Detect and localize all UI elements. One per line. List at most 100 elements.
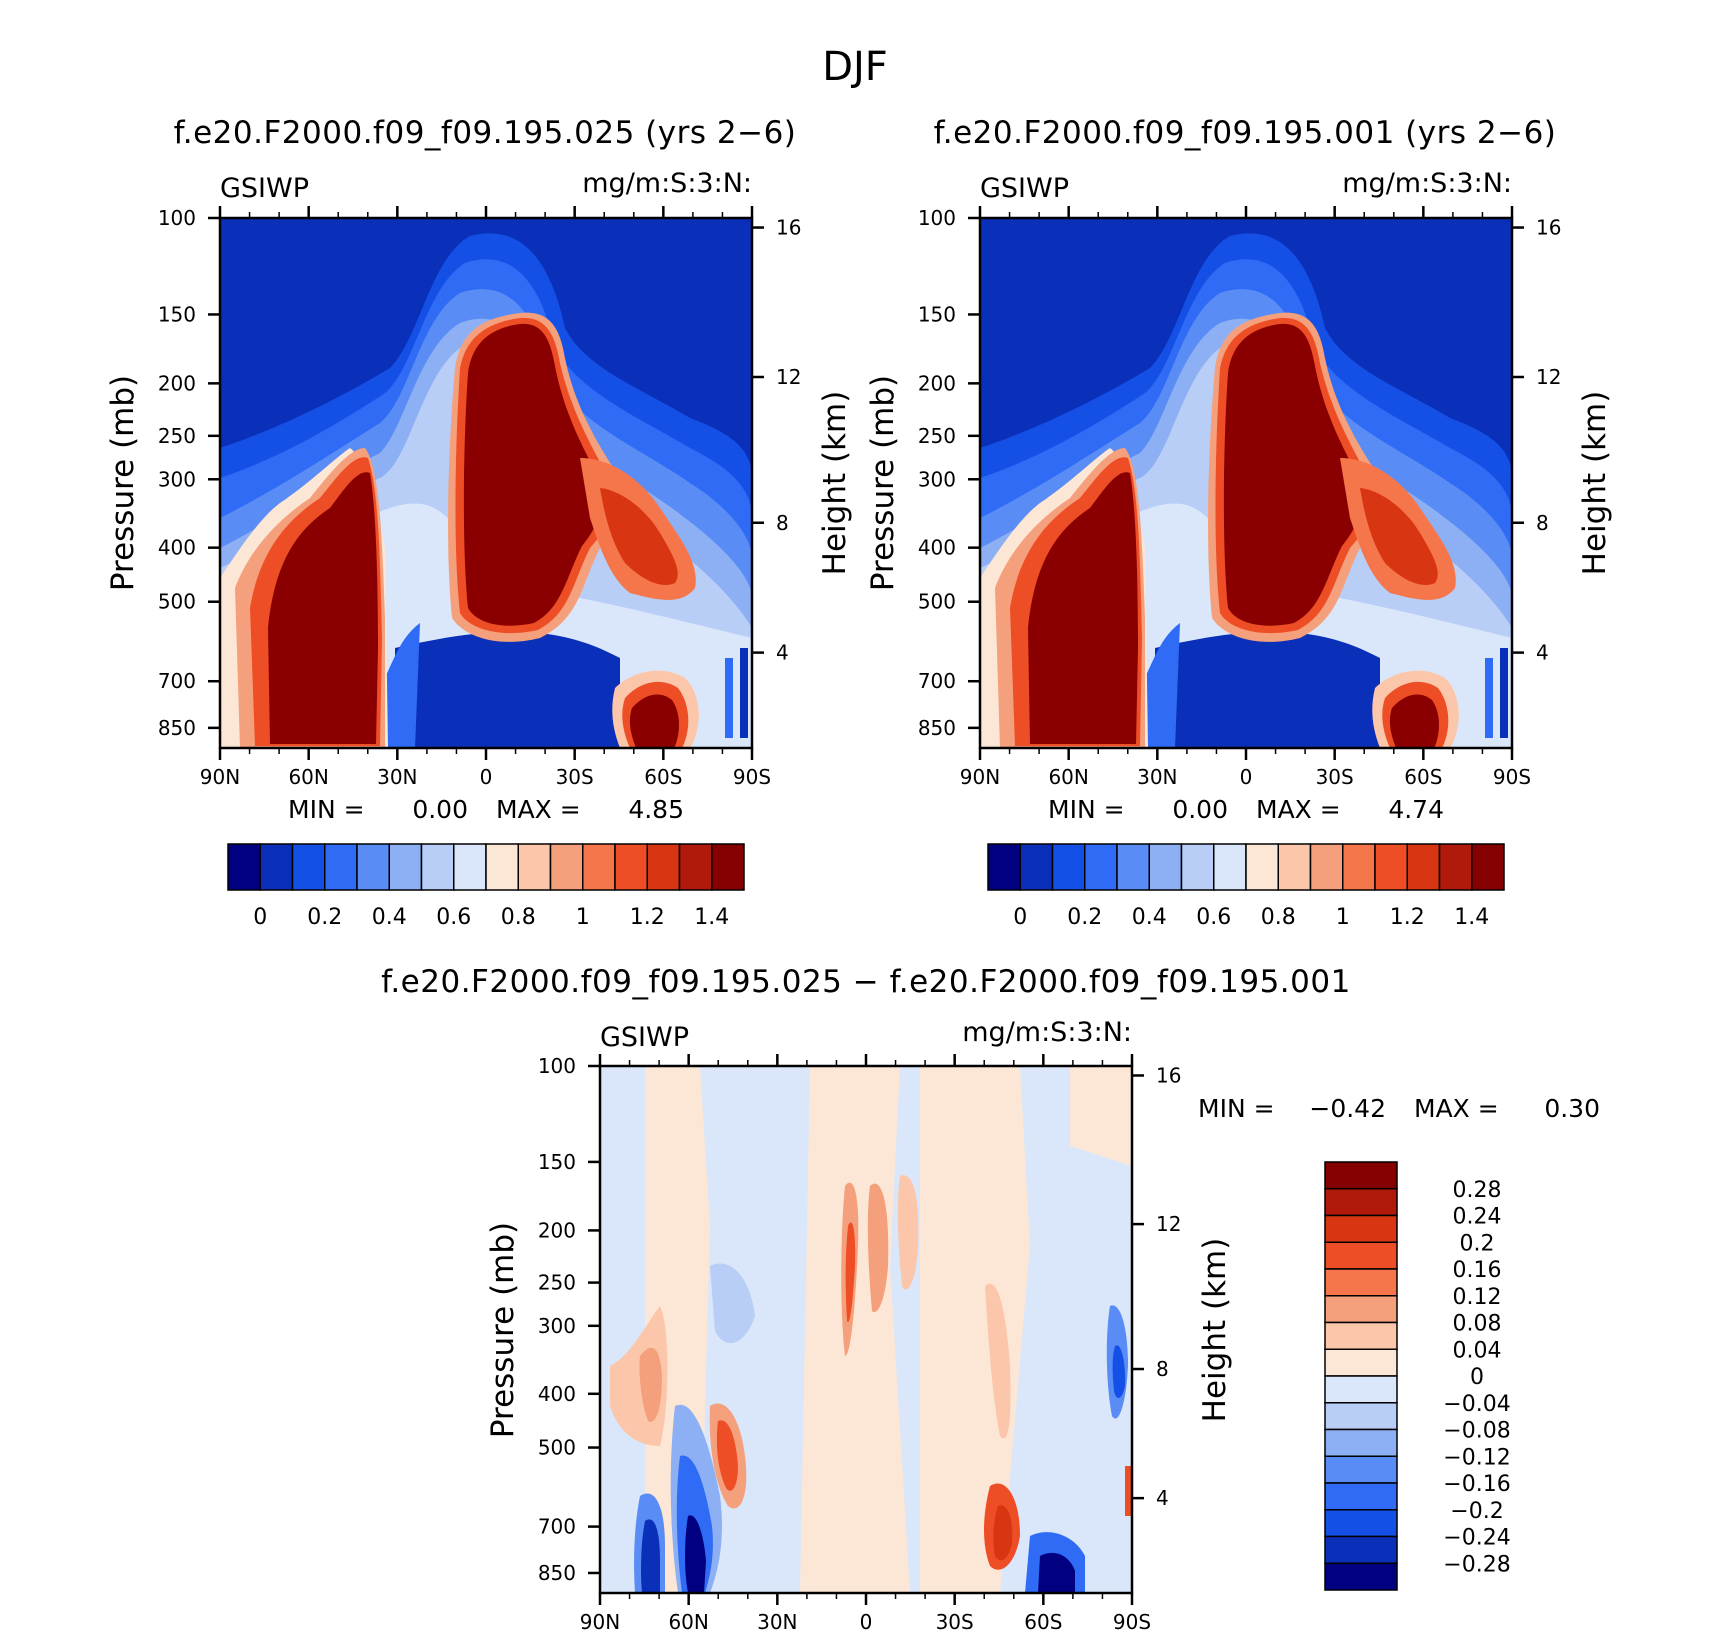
colorbar-swatch	[1438, 843, 1473, 891]
colorbar-tick-label: −0.16	[1443, 1472, 1510, 1497]
y-pressure-tick-label: 300	[918, 467, 956, 491]
panel-case1: f.e20.F2000.f09_f09.195.025 (yrs 2−6) GS…	[105, 115, 853, 930]
colorbar-swatch	[987, 843, 1021, 891]
panel-difference-max-label: MAX =	[1414, 1094, 1499, 1123]
colorbar-swatch	[356, 843, 390, 891]
y-pressure-tick-label: 850	[918, 716, 956, 740]
colorbar-swatch	[1019, 843, 1054, 891]
colorbar-swatch	[1277, 843, 1312, 891]
panel-difference-variable: GSIWP	[600, 1022, 689, 1053]
panel-difference-min-value: −0.42	[1309, 1094, 1386, 1123]
colorbar-tick-label: 0.2	[1067, 905, 1102, 930]
y-pressure-tick-label: 300	[158, 467, 196, 491]
colorbar-swatch	[324, 843, 358, 891]
colorbar-tick-label: 0.2	[1460, 1231, 1495, 1256]
colorbar-tick-label: −0.04	[1443, 1392, 1510, 1417]
x-tick-label: 60N	[668, 1610, 708, 1634]
x-tick-label: 30S	[556, 765, 594, 789]
panel-case2-ylabel: Pressure (mb)	[865, 375, 901, 591]
panel-case2-max-label: MAX =	[1256, 795, 1341, 824]
panel-case2-units: mg/m:S:3:N:	[1342, 168, 1512, 199]
colorbar-swatch	[1324, 1188, 1398, 1217]
x-tick-label: 30N	[377, 765, 417, 789]
panel-case2-min-value: 0.00	[1172, 795, 1228, 824]
y-height-tick-label: 8	[1536, 511, 1549, 535]
panel-case1-ylabel: Pressure (mb)	[105, 375, 141, 591]
colorbar-swatch	[1324, 1535, 1398, 1564]
colorbar-tick-label: 0.4	[1132, 905, 1167, 930]
y-height-tick-label: 16	[1536, 216, 1561, 240]
y-pressure-tick-label: 100	[158, 206, 196, 230]
colorbar-tick-label: −0.08	[1443, 1419, 1510, 1444]
colorbar-tick-label: 0.28	[1453, 1178, 1502, 1203]
colorbar-swatch	[1324, 1348, 1398, 1377]
colorbar-tick-label: 1	[1336, 905, 1350, 930]
y-pressure-tick-label: 150	[918, 302, 956, 326]
x-tick-label: 30N	[757, 1610, 797, 1634]
colorbar-tick-label: 0.6	[436, 905, 471, 930]
colorbar-swatch	[711, 843, 745, 891]
colorbar-swatch	[646, 843, 681, 891]
colorbar-tick-label: −0.12	[1443, 1445, 1510, 1470]
x-tick-label: 30S	[936, 1610, 974, 1634]
colorbar-swatch	[1471, 843, 1505, 891]
panel-difference-field	[600, 1066, 1132, 1593]
panel-case1-title: f.e20.F2000.f09_f09.195.025 (yrs 2−6)	[174, 115, 797, 151]
y-pressure-tick-label: 400	[918, 536, 956, 560]
panel-difference-units: mg/m:S:3:N:	[962, 1017, 1132, 1048]
colorbar-swatch	[1148, 843, 1183, 891]
colorbar-swatch	[549, 843, 584, 891]
panel-case1-min-label: MIN =	[288, 795, 365, 824]
colorbar-swatch	[1324, 1241, 1398, 1270]
panel-case2-title: f.e20.F2000.f09_f09.195.001 (yrs 2−6)	[934, 115, 1557, 151]
colorbar-swatch	[1324, 1321, 1398, 1350]
panel-case2: f.e20.F2000.f09_f09.195.001 (yrs 2−6) GS…	[865, 115, 1613, 930]
x-tick-label: 60N	[288, 765, 328, 789]
panel-difference-colorbar: 0.280.240.20.160.120.080.040−0.04−0.08−0…	[1324, 1161, 1511, 1591]
panel-case1-max-label: MAX =	[496, 795, 581, 824]
y-height-tick-label: 12	[776, 365, 801, 389]
panel-difference-title: f.e20.F2000.f09_f09.195.025 − f.e20.F200…	[381, 964, 1351, 1000]
colorbar-tick-label: 0	[253, 905, 267, 930]
colorbar-swatch	[1324, 1455, 1398, 1484]
colorbar-tick-label: 1	[576, 905, 590, 930]
x-tick-label: 60S	[1404, 765, 1442, 789]
colorbar-swatch	[1324, 1214, 1398, 1243]
y-pressure-tick-label: 400	[158, 536, 196, 560]
y-pressure-tick-label: 150	[158, 302, 196, 326]
y-pressure-tick-label: 100	[538, 1054, 576, 1078]
x-tick-label: 90N	[200, 765, 240, 789]
y-height-tick-label: 16	[1156, 1063, 1181, 1087]
colorbar-tick-label: 0.6	[1196, 905, 1231, 930]
panel-case1-max-value: 4.85	[628, 795, 684, 824]
y-pressure-tick-label: 250	[538, 1271, 576, 1295]
x-tick-label: 0	[480, 765, 493, 789]
colorbar-tick-label: −0.24	[1443, 1526, 1510, 1551]
panel-case1-min-value: 0.00	[412, 795, 468, 824]
x-tick-label: 0	[860, 1610, 873, 1634]
y-height-tick-label: 4	[1156, 1486, 1169, 1510]
colorbar-swatch	[453, 843, 487, 891]
colorbar-tick-label: 1.4	[694, 905, 729, 930]
y-pressure-tick-label: 100	[918, 206, 956, 230]
panel-case2-height-label: Height (km)	[1577, 391, 1613, 576]
panel-difference-height-label: Height (km)	[1197, 1238, 1233, 1423]
y-pressure-tick-label: 400	[538, 1382, 576, 1406]
x-tick-label: 30N	[1137, 765, 1177, 789]
y-height-tick-label: 4	[1536, 641, 1549, 665]
y-height-tick-label: 8	[776, 511, 789, 535]
colorbar-swatch	[227, 843, 261, 891]
x-tick-label: 90S	[1113, 1610, 1151, 1634]
x-tick-label: 90S	[733, 765, 771, 789]
panel-case1-colorbar: 0 0.2 0.4 0.6 0.8 1 1.2 1.4	[227, 843, 745, 930]
colorbar-swatch	[1374, 843, 1408, 891]
panel-case2-field	[980, 218, 1512, 748]
colorbar-tick-label: −0.28	[1443, 1552, 1510, 1577]
x-tick-label: 30S	[1316, 765, 1354, 789]
x-tick-label: 90N	[960, 765, 1000, 789]
panel-difference-max-value: 0.30	[1544, 1094, 1600, 1123]
colorbar-tick-label: 0	[1470, 1365, 1484, 1390]
y-pressure-tick-label: 250	[158, 424, 196, 448]
y-height-tick-label: 12	[1156, 1212, 1181, 1236]
